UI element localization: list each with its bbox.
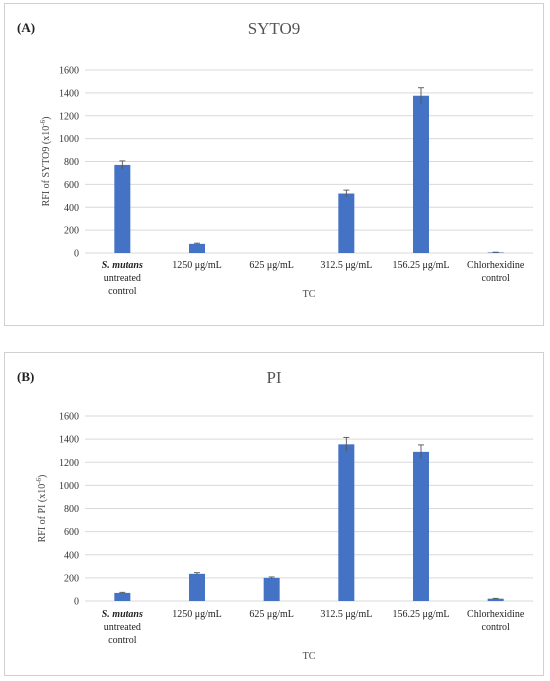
y-tick-label: 800 [64, 504, 79, 515]
pi-chart: PI 0 200 400 600 800 1000 1200 1400 1600 RFI of PI… [35, 368, 533, 662]
y-tick-label: 1600 [59, 412, 79, 423]
syto9-chart: SYTO9 0 200 400 600 800 1000 1200 1400 1600 RFI of… [39, 19, 533, 300]
bar [114, 592, 131, 601]
y-tick-label: 600 [64, 527, 79, 538]
category-label: 156.25 μg/mL [392, 260, 449, 271]
category-label: 1250 μg/mL [172, 260, 222, 271]
bar [189, 573, 205, 601]
y-axis-title: RFI of SYTO9 (x10-6) [39, 117, 52, 207]
bar [263, 577, 280, 601]
bar [413, 95, 429, 253]
y-tick-label: 200 [64, 573, 79, 584]
y-tick-label: 1400 [59, 88, 79, 99]
category-label: 625 μg/mL [249, 260, 294, 271]
y-tick-label: 1400 [59, 435, 79, 446]
category-label: Chlorhexidine control [467, 609, 525, 633]
y-tick-label: 1000 [59, 481, 79, 492]
panel-a: (A) SYTO9 0 200 400 600 800 1000 1200 1400 1600 RF… [4, 3, 544, 326]
y-tick-label: 1600 [59, 66, 79, 77]
y-tick-label: 0 [74, 249, 79, 260]
y-tick-label: 1200 [59, 111, 79, 122]
y-tick-label: 400 [64, 203, 79, 214]
x-axis-title: TC [303, 651, 316, 662]
y-axis-title: RFI of PI (x10-6) [35, 475, 48, 543]
category-label: Chlorhexidine control [467, 260, 525, 284]
panel-label: (A) [17, 20, 36, 35]
y-tick-label: 1200 [59, 458, 79, 469]
y-tick-label: 400 [64, 550, 79, 561]
category-label: 625 μg/mL [249, 609, 294, 620]
bar [338, 444, 355, 601]
chart-title: PI [266, 368, 281, 387]
chart-title: SYTO9 [248, 19, 301, 38]
bar [114, 164, 131, 253]
y-tick-label: 600 [64, 180, 79, 191]
bar [338, 193, 355, 253]
bar [487, 598, 504, 601]
bar [413, 451, 429, 601]
panel-b: (B) PI 0 200 400 600 800 1000 1200 1400 1600 RFI o… [4, 352, 544, 676]
bar [487, 252, 504, 253]
bar [189, 243, 205, 253]
y-tick-label: 1000 [59, 134, 79, 145]
category-label: 156.25 μg/mL [392, 609, 449, 620]
category-label: 312.5 μg/mL [320, 609, 372, 620]
category-label: S. mutans untreated control [102, 609, 143, 646]
category-label: 1250 μg/mL [172, 609, 222, 620]
category-label: S. mutans untreated control [102, 260, 143, 297]
x-axis-title: TC [303, 289, 316, 300]
panel-label: (B) [17, 369, 35, 384]
y-tick-label: 0 [74, 597, 79, 608]
category-label: 312.5 μg/mL [320, 260, 372, 271]
y-tick-label: 200 [64, 226, 79, 237]
y-tick-label: 800 [64, 157, 79, 168]
